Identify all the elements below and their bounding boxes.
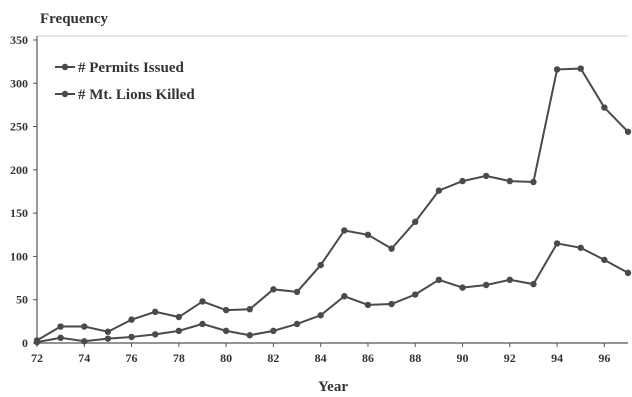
series-permits-issued <box>33 65 632 344</box>
data-point <box>624 128 632 135</box>
y-tick-label: 350 <box>10 33 28 47</box>
data-point <box>577 65 584 72</box>
data-point <box>246 306 253 313</box>
data-point <box>222 327 230 335</box>
data-point <box>553 66 561 73</box>
data-point <box>530 178 537 186</box>
data-point <box>246 332 253 339</box>
data-point <box>459 177 466 185</box>
data-point <box>57 334 64 342</box>
series-layer <box>33 65 632 346</box>
data-point <box>553 240 561 247</box>
data-point <box>128 316 135 323</box>
data-point <box>175 327 183 335</box>
data-point <box>341 227 348 234</box>
data-point <box>530 280 537 288</box>
data-point <box>341 293 348 300</box>
data-point <box>601 104 608 111</box>
x-tick-label: 74 <box>78 351 90 365</box>
y-tick-label: 50 <box>16 293 28 307</box>
x-tick-label: 76 <box>126 351 138 365</box>
legend-marker <box>61 90 69 98</box>
y-tick-label: 100 <box>10 249 28 263</box>
data-point <box>506 276 513 284</box>
data-point <box>199 298 206 305</box>
data-point <box>317 261 324 269</box>
data-point <box>388 245 395 252</box>
data-point <box>128 333 135 341</box>
x-tick-label: 86 <box>362 351 374 365</box>
y-axis-title: Frequency <box>40 11 109 27</box>
legend: # Permits Issued # Mt. Lions Killed <box>55 60 195 103</box>
data-point <box>104 328 112 335</box>
legend-label: # Permits Issued <box>78 60 184 76</box>
data-point <box>482 172 490 180</box>
data-point <box>435 187 443 194</box>
data-point <box>270 327 277 335</box>
data-point <box>601 256 608 264</box>
x-tick-label: 72 <box>31 351 43 365</box>
data-point <box>364 301 372 309</box>
x-tick-label: 80 <box>220 351 232 365</box>
legend-entry: # Mt. Lions Killed <box>55 87 195 103</box>
data-point <box>81 323 88 330</box>
data-point <box>175 313 183 321</box>
data-point <box>482 281 490 289</box>
legend-label: # Mt. Lions Killed <box>78 87 195 103</box>
data-point <box>624 269 632 277</box>
legend-marker <box>61 63 69 71</box>
data-point <box>222 306 230 314</box>
data-point <box>104 335 112 342</box>
data-point <box>317 312 324 319</box>
data-point <box>459 284 466 291</box>
series-mt-lions-killed <box>33 240 632 346</box>
data-point <box>33 338 41 346</box>
x-tick-label: 92 <box>504 351 516 365</box>
data-point <box>293 288 301 296</box>
y-tick-label: 300 <box>10 76 28 90</box>
y-tick-label: 250 <box>10 120 28 134</box>
x-tick-label: 84 <box>315 351 327 365</box>
x-tick-label: 78 <box>173 351 185 365</box>
data-point <box>81 338 88 345</box>
data-point <box>152 308 159 316</box>
x-tick-label: 82 <box>267 351 279 365</box>
data-point <box>388 300 395 308</box>
y-tick-label: 200 <box>10 163 28 177</box>
series-line <box>36 242 629 344</box>
y-tick-label: 0 <box>22 336 28 350</box>
data-point <box>152 331 159 338</box>
x-tick-label: 94 <box>551 351 563 365</box>
data-point <box>412 291 419 298</box>
y-tick-label: 150 <box>10 206 28 220</box>
data-point <box>293 320 301 328</box>
data-point <box>506 177 513 185</box>
data-point <box>199 320 206 328</box>
legend-entry: # Permits Issued <box>55 60 184 76</box>
x-tick-label: 96 <box>598 351 610 365</box>
data-point <box>435 276 443 284</box>
data-point <box>364 231 372 238</box>
x-tick-label: 90 <box>457 351 469 365</box>
series-line <box>36 67 629 342</box>
axes: 0 50 100 150 200 250 300 350 72 74 76 78 80 82 84 86 88 9… <box>10 33 628 365</box>
data-point <box>270 286 277 293</box>
data-point <box>412 218 419 225</box>
data-point <box>57 323 64 330</box>
x-tick-label: 88 <box>409 351 421 365</box>
x-axis-title: Year <box>318 379 348 395</box>
data-point <box>577 244 584 251</box>
